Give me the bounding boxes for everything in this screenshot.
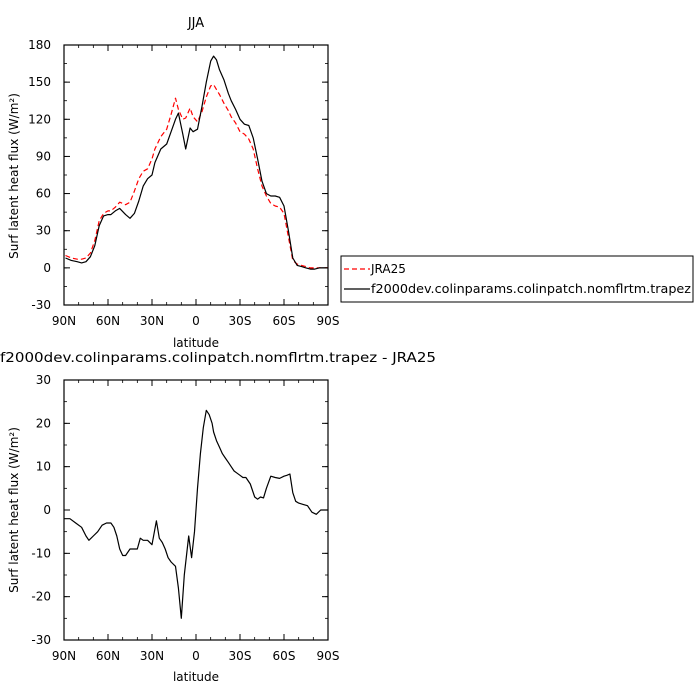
bottom-y-tick-label: 30 — [36, 373, 51, 387]
top-y-axis-title: Surf latent heat flux (W/m²) — [7, 93, 21, 259]
bottom-plot-area: 90N 60N 30N 0 30S 60S 90S -30 -20 -10 0 10 20 30 — [31, 373, 339, 663]
top-series-line-1 — [65, 55, 328, 270]
bottom-y-tick-label: -10 — [31, 546, 51, 560]
top-x-tick-label: 0 — [192, 314, 200, 328]
top-x-tick-label: 30S — [229, 314, 252, 328]
bottom-y-tick-label: -30 — [31, 633, 51, 647]
top-y-tick-label: 30 — [36, 224, 51, 238]
top-x-tick-label: 60S — [273, 314, 296, 328]
bottom-y-tick-label: -20 — [31, 590, 51, 604]
bottom-y-axis-title: Surf latent heat flux (W/m²) — [7, 427, 21, 593]
top-x-tick-label: 90S — [317, 314, 340, 328]
top-y-tick-label: 0 — [43, 261, 51, 275]
bottom-x-tick-label: 30S — [229, 649, 252, 663]
bottom-y-tick-label: 10 — [36, 460, 51, 474]
top-x-tick-label: 30N — [140, 314, 164, 328]
bottom-panel-title: f2000dev.colinparams.colinpatch.nomflrtm… — [0, 351, 436, 366]
bottom-series-line-0 — [64, 409, 328, 619]
legend-label-jra25: JRA25 — [370, 262, 406, 276]
bottom-y-tick-label: 0 — [43, 503, 51, 517]
bottom-x-tick-label: 30N — [140, 649, 164, 663]
top-y-tick-label: 120 — [28, 112, 51, 126]
top-x-axis-title: latitude — [173, 336, 219, 350]
top-y-tick-label: 90 — [36, 149, 51, 163]
top-plot-area: 90N 60N 30N 0 30S 60S 90S -30 0 30 60 90 120 150 180 — [28, 38, 339, 328]
bottom-y-tick-label: 20 — [36, 416, 51, 430]
top-y-tick-label: -30 — [31, 298, 51, 312]
bottom-panel: f2000dev.colinparams.colinpatch.nomflrtm… — [0, 351, 436, 684]
bottom-x-tick-label: 60N — [96, 649, 120, 663]
top-y-tick-label: 150 — [28, 75, 51, 89]
top-panel: JJA 90N 60N 30N 0 30S 60S 90S -30 0 30 60 90 120 150 1… — [7, 16, 694, 350]
legend-box — [340, 255, 694, 303]
bottom-x-axis-title: latitude — [173, 670, 219, 684]
bottom-x-tick-label: 90N — [52, 649, 76, 663]
top-panel-title: JJA — [187, 16, 204, 31]
top-y-tick-label: 180 — [28, 38, 51, 52]
top-x-tick-label: 60N — [96, 314, 120, 328]
bottom-x-tick-label: 0 — [192, 649, 200, 663]
top-y-tick-label: 60 — [36, 187, 51, 201]
top-x-tick-label: 90N — [52, 314, 76, 328]
bottom-x-tick-label: 60S — [273, 649, 296, 663]
bottom-x-tick-label: 90S — [317, 649, 340, 663]
legend: JRA25 f2000dev.colinparams.colinpatch.no… — [340, 255, 694, 303]
legend-label-model: f2000dev.colinparams.colinpatch.nomflrtm… — [371, 282, 691, 296]
